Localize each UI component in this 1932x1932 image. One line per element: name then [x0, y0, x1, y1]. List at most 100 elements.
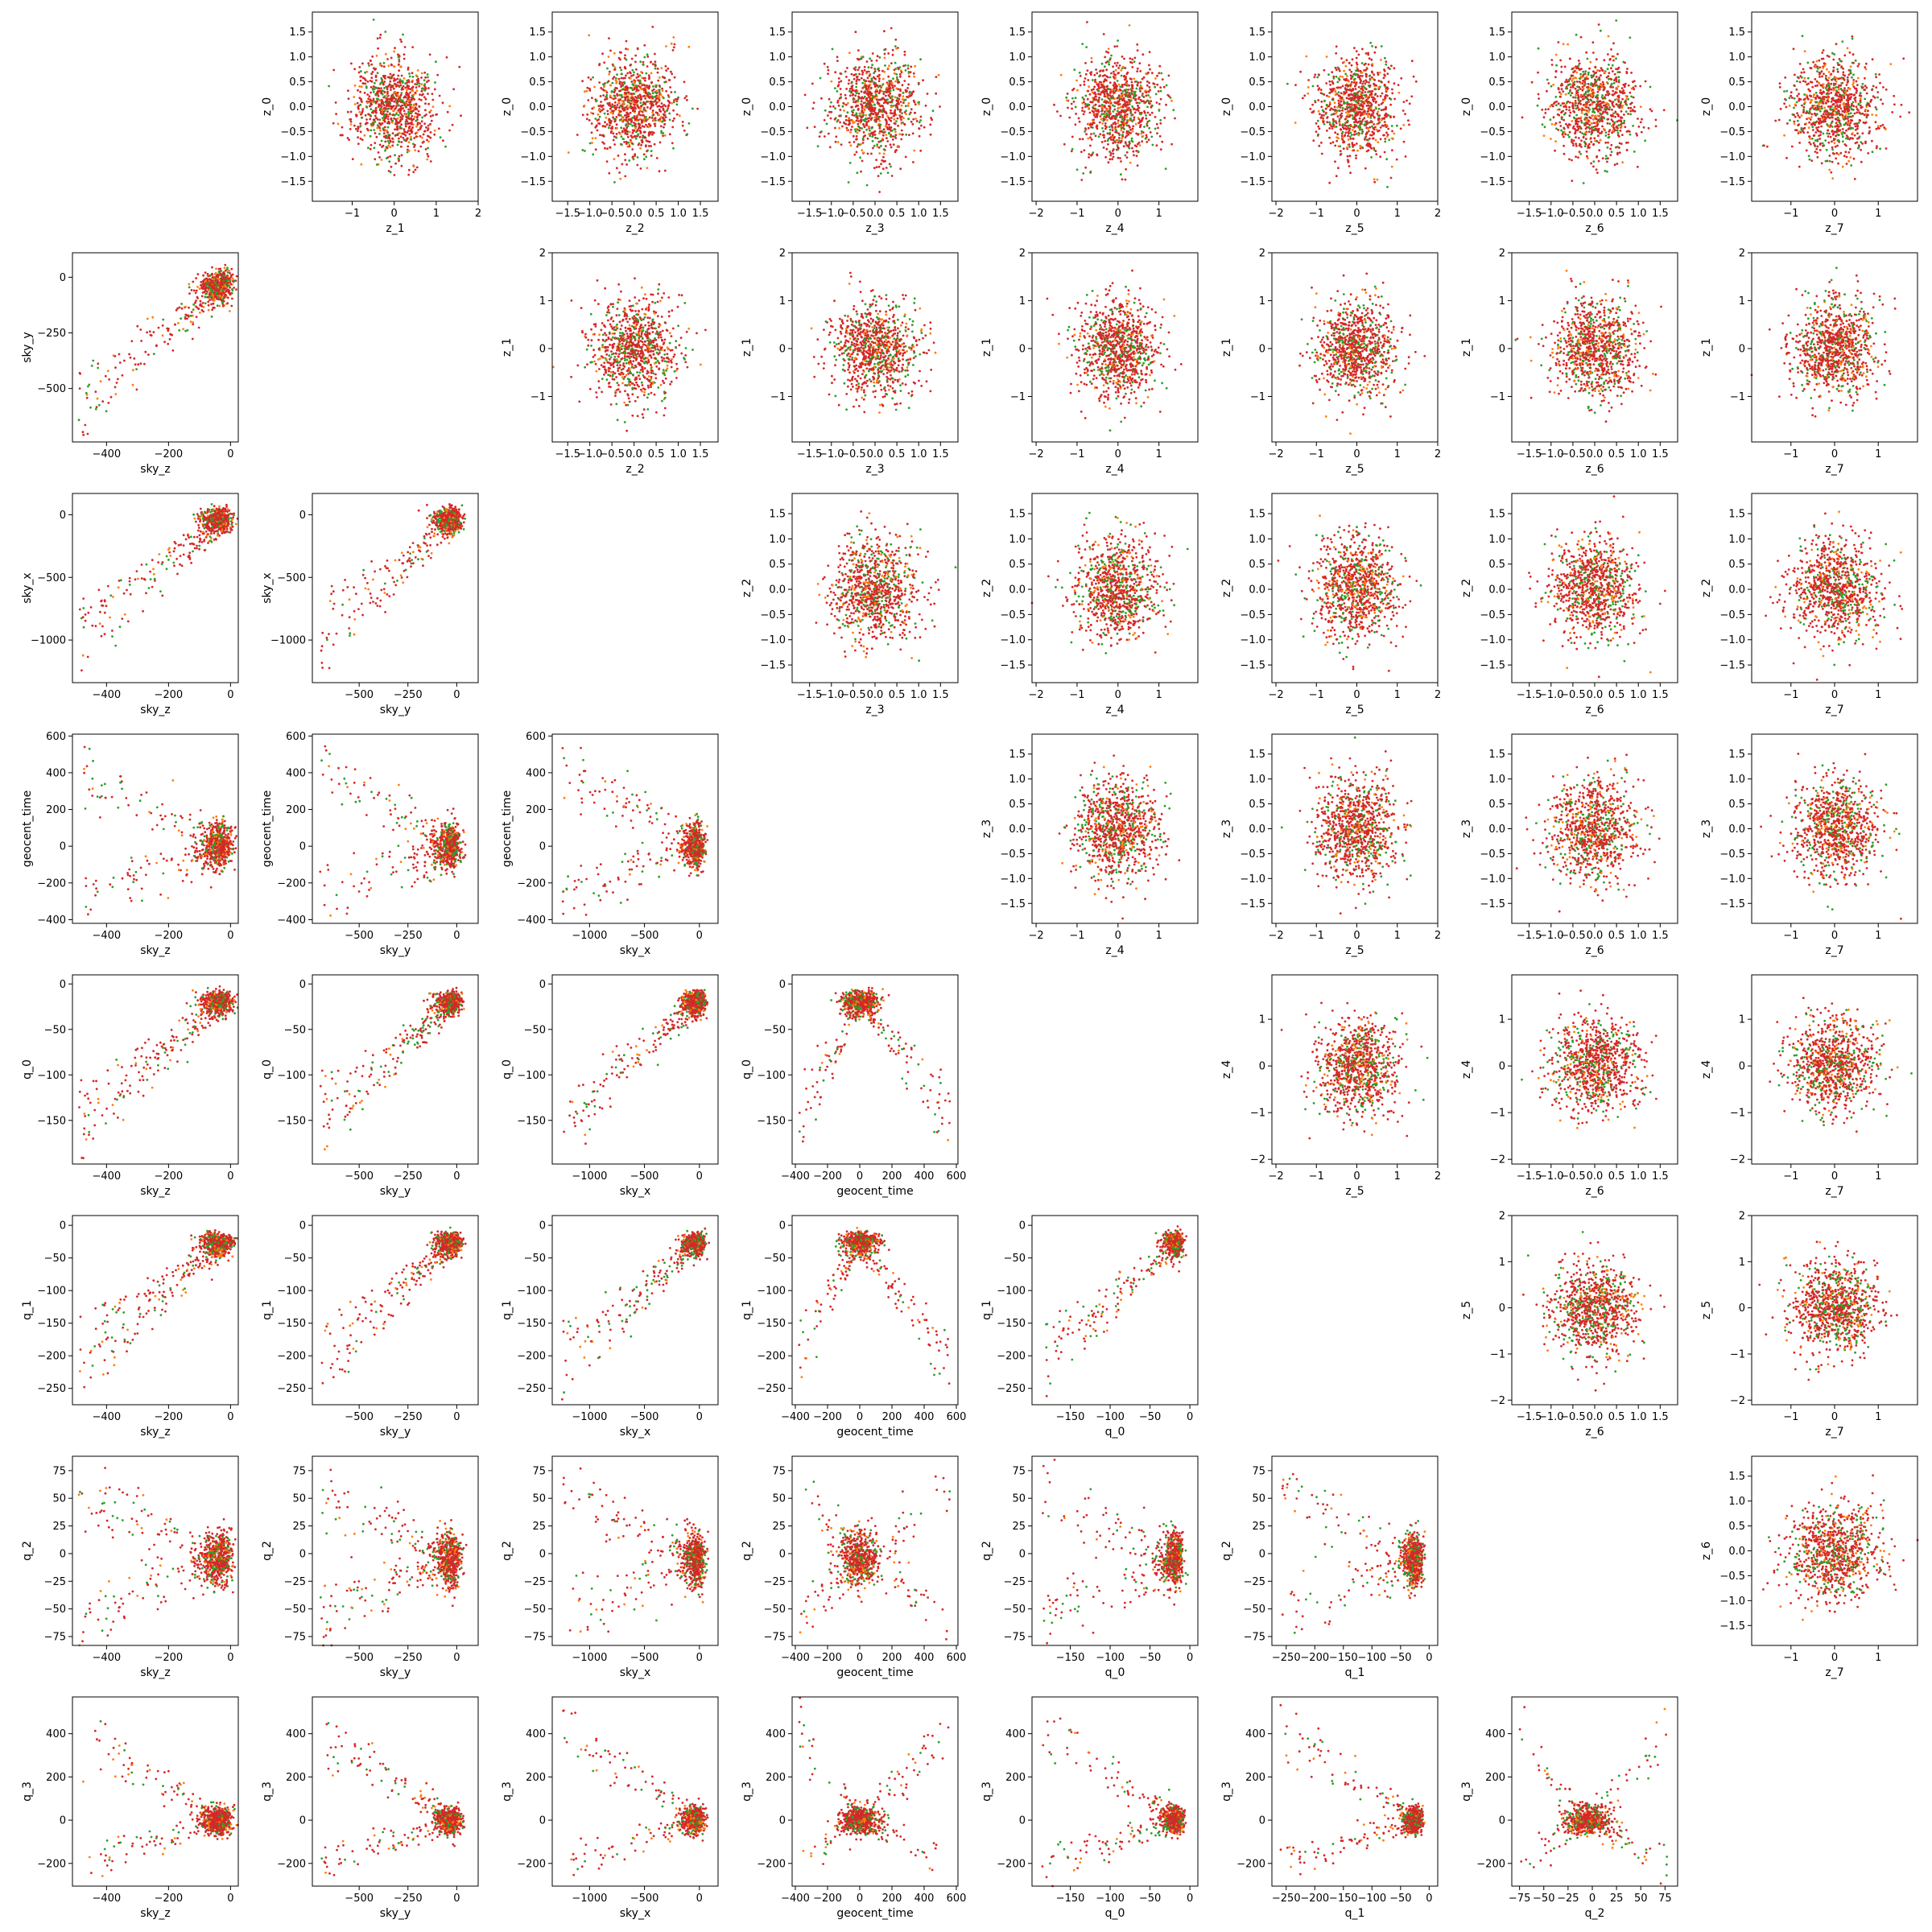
panel-z_0-vs-z_2: −1.5−1.0−0.5 0.0 0.5 1.0 1.5−1.5−1.0−0.50.00… [501, 11, 719, 235]
scatter-point [641, 76, 643, 79]
scatter-point [1096, 83, 1099, 86]
y-tick-label: −0.5 [280, 126, 306, 138]
scatter-point [1354, 88, 1357, 90]
scatter-point [1094, 103, 1097, 106]
scatter-point [1107, 114, 1110, 117]
scatter-point [1360, 132, 1364, 135]
scatter-point [1587, 71, 1590, 74]
scatter-point [1334, 109, 1337, 112]
scatter-point [937, 73, 940, 76]
scatter-point [413, 137, 416, 139]
scatter-point [585, 89, 588, 93]
scatter-point [381, 80, 384, 84]
scatter-point [427, 102, 430, 105]
scatter-point [610, 90, 613, 93]
scatter-point [637, 118, 640, 122]
scatter-point [628, 130, 631, 134]
scatter-point [1121, 90, 1125, 93]
scatter-point [366, 93, 369, 96]
scatter-point [847, 101, 849, 105]
scatter-point [872, 147, 874, 150]
scatter-point [423, 71, 427, 74]
scatter-point [601, 141, 605, 144]
scatter-point [427, 87, 430, 89]
scatter-point [586, 86, 589, 89]
y-axis-label: z_0 [1220, 97, 1233, 116]
scatter-point [407, 79, 410, 81]
scatter-point [353, 103, 357, 105]
scatter-point [645, 118, 647, 121]
scatter-point [438, 94, 441, 97]
scatter-point [1325, 56, 1328, 58]
scatter-point [1336, 106, 1339, 109]
scatter-point [1081, 43, 1084, 45]
scatter-point [838, 97, 841, 100]
scatter-point [1389, 176, 1393, 180]
scatter-point [398, 63, 400, 66]
scatter-point [613, 158, 616, 161]
scatter-point [1337, 145, 1340, 148]
scatter-point [643, 94, 646, 97]
scatter-point [604, 147, 606, 150]
scatter-point [591, 107, 594, 110]
scatter-point [849, 131, 852, 134]
scatter-point [866, 76, 869, 80]
scatter-point [893, 114, 896, 118]
scatter-point [873, 72, 875, 75]
scatter-point [855, 92, 858, 94]
scatter-point [1365, 132, 1368, 135]
scatter-point [1079, 74, 1082, 77]
scatter-point [913, 111, 916, 114]
scatter-point [1552, 102, 1555, 105]
scatter-point [394, 106, 398, 109]
scatter-point [884, 64, 886, 67]
scatter-point [1096, 127, 1099, 130]
scatter-point [840, 93, 842, 96]
scatter-point [816, 145, 819, 148]
scatter-point [1323, 99, 1326, 102]
scatter-point [897, 144, 899, 147]
scatter-point [854, 66, 857, 68]
scatter-point [412, 165, 415, 168]
scatter-point [588, 34, 591, 37]
scatter-point [870, 99, 873, 102]
scatter-point [901, 112, 903, 115]
scatter-point [1109, 136, 1113, 138]
scatter-point [653, 122, 656, 126]
scatter-point [811, 82, 814, 85]
scatter-point [639, 107, 642, 109]
scatter-point [658, 119, 662, 122]
scatter-point [448, 105, 452, 108]
scatter-point [1349, 138, 1352, 140]
scatter-point [1137, 104, 1139, 107]
scatter-point [907, 71, 910, 73]
scatter-point [402, 53, 406, 56]
scatter-point [603, 61, 606, 64]
scatter-point [878, 127, 881, 130]
scatter-point [642, 130, 646, 134]
scatter-point [1121, 134, 1124, 136]
scatter-point [929, 123, 932, 126]
scatter-point [870, 66, 873, 69]
scatter-point [386, 147, 389, 150]
scatter-point [1573, 110, 1576, 114]
scatter-point [1338, 109, 1340, 112]
scatter-point [1117, 72, 1120, 75]
scatter-point [867, 70, 870, 73]
scatter-point [386, 93, 389, 97]
scatter-point [1383, 69, 1386, 72]
scatter-point [1600, 106, 1604, 109]
scatter-point [857, 125, 861, 128]
scatter-point [619, 114, 622, 117]
scatter-point [1351, 114, 1354, 117]
scatter-point [420, 89, 423, 93]
scatter-point [423, 89, 427, 92]
scatter-point [357, 130, 359, 133]
scatter-point [1100, 109, 1103, 113]
scatter-point [1118, 64, 1121, 67]
scatter-point [878, 85, 881, 87]
scatter-point [638, 129, 642, 132]
scatter-point [603, 85, 605, 89]
scatter-point [675, 97, 677, 101]
scatter-point [613, 109, 615, 113]
